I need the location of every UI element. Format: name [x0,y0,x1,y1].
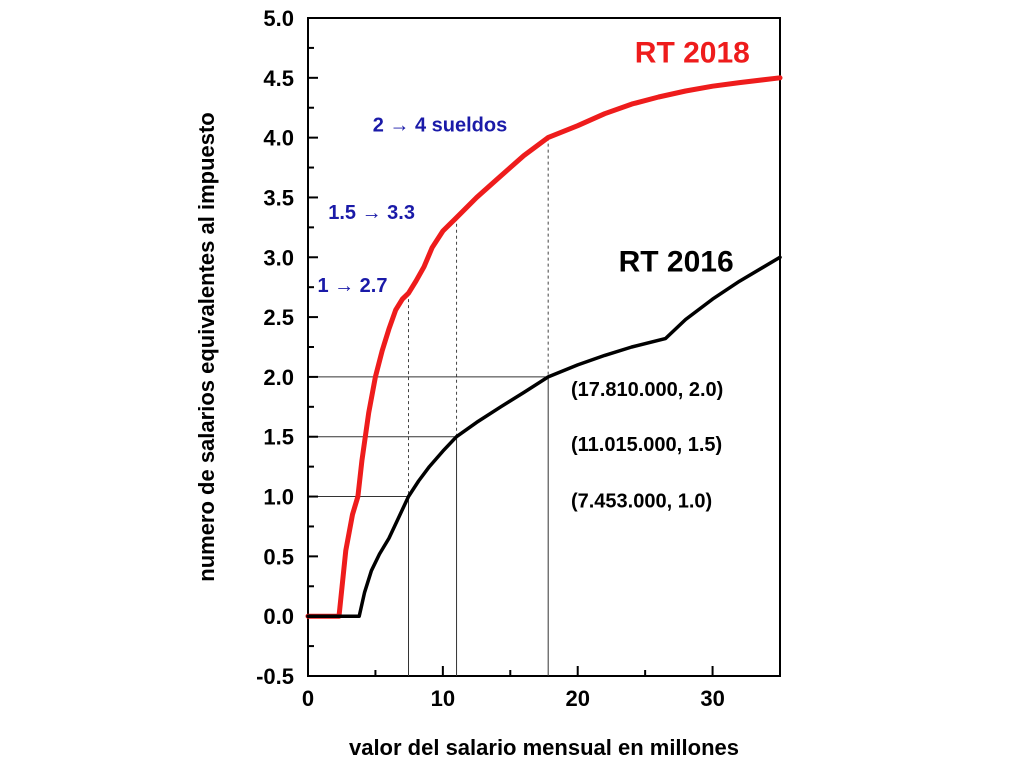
y-tick-label: 0.5 [263,544,294,569]
point-annotation: (7.453.000, 1.0) [571,490,712,512]
y-tick-label: 1.0 [263,485,294,510]
y-tick-label: 2.0 [263,365,294,390]
series-group [305,75,783,619]
labels-group: RT 2018 RT 2016 2 → 4 sueldos 1.5 → 3.3 1 → … [317,36,749,512]
y-tick-label: 4.5 [263,66,294,91]
y-tick-label: 5.0 [263,6,294,31]
ratio-annotation: 1 → 2.7 [317,275,387,297]
x-tick-label: 30 [700,686,724,711]
y-tick-label: 1.5 [263,425,294,450]
x-axis-title: valor del salario mensual en millones [349,735,739,760]
series-line-0 [305,75,783,619]
x-tick-label: 10 [431,686,455,711]
x-tick-label: 20 [565,686,589,711]
y-tick-label: 3.0 [263,245,294,270]
y-tick-label: 0.0 [263,604,294,629]
ticks-group: 0 10 20 30 -0.5 0.0 0.5 1.0 1.5 2.0 2.5 3.0 3.5 4.0 4.… [256,6,725,711]
y-tick-label: -0.5 [256,664,294,689]
point-annotation: (11.015.000, 1.5) [571,434,722,456]
reference-lines [308,137,549,676]
ratio-annotation: 1.5 → 3.3 [328,202,415,224]
series-label: RT 2016 [619,246,734,279]
series-label: RT 2018 [635,36,750,69]
x-tick-label: 0 [302,686,314,711]
ratio-annotation: 2 → 4 sueldos [373,115,508,137]
y-axis-title: numero de salarios equivalentes al impue… [194,112,219,582]
y-tick-label: 4.0 [263,126,294,151]
series-line-1 [306,255,782,618]
point-annotation: (17.810.000, 2.0) [571,379,723,401]
y-tick-label: 3.5 [263,185,294,210]
y-tick-label: 2.5 [263,305,294,330]
